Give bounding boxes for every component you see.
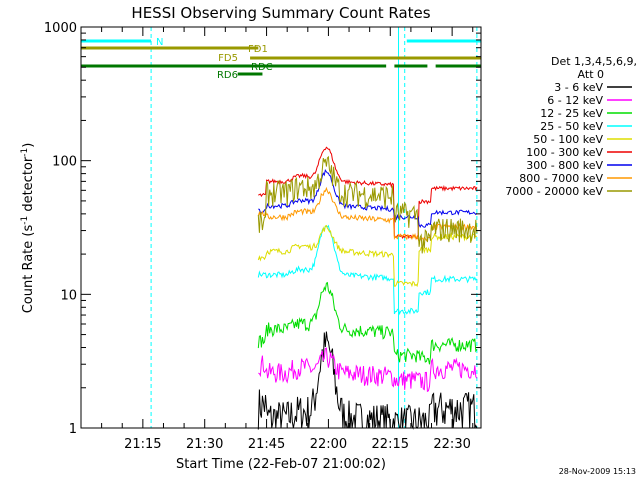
flag-label-n: N [156,37,163,48]
series-line-0 [257,331,478,430]
axes: 1 10 100 1000 21:15 21:30 21:45 22:00 22:15 22:30 [44,21,481,452]
footer-timestamp: 28-Nov-2009 15:13 [559,467,636,476]
legend-header-line-2: Att 0 [578,68,604,81]
legend-label-1: 6 - 12 keV [547,94,603,107]
series-line-1 [258,347,478,393]
plot-area: N FD1 FD5 RDC RD6 [80,27,481,430]
series-line-5 [258,146,478,240]
chart-title: HESSI Observing Summary Count Rates [131,4,430,22]
legend-label-5: 100 - 300 keV [526,146,603,159]
legend-label-8: 7000 - 20000 keV [505,185,603,198]
y-axis-label: Count Rate (s-1 detector-1) [20,143,36,314]
flag-label-rdc: RDC [251,62,273,73]
x-tick-label-2: 21:45 [248,437,285,452]
flag-label-rd6: RD6 [217,70,238,81]
x-tick-label-4: 22:15 [372,437,409,452]
flag-label-fd5: FD5 [218,53,238,64]
plot-frame [80,26,482,429]
series-line-2 [257,281,478,365]
x-tick-label-1: 21:30 [186,437,223,452]
x-tick-label-3: 22:00 [310,437,347,452]
legend-header-line-1: Det 1,3,4,5,6,9, [551,55,637,68]
legend-label-6: 300 - 800 keV [526,159,603,172]
flag-label-fd1: FD1 [248,44,268,55]
x-tick-label-0: 21:15 [124,437,161,452]
x-axis-label: Start Time (22-Feb-07 21:00:02) [176,457,386,472]
legend-label-3: 25 - 50 keV [540,120,603,133]
series-line-3 [257,224,478,316]
y-tick-label-2: 100 [52,155,77,170]
legend-label-2: 12 - 25 keV [540,107,603,120]
legend-label-4: 50 - 100 keV [533,133,603,146]
series-line-8 [257,155,478,254]
legend-label-0: 3 - 6 keV [554,81,603,94]
x-tick-label-5: 22:30 [433,437,470,452]
y-tick-label-1: 10 [60,288,77,303]
y-tick-label-0: 1 [69,422,77,437]
series-line-7 [257,186,478,243]
y-tick-label-3: 1000 [44,21,77,36]
legend-label-7: 800 - 7000 keV [519,172,603,185]
